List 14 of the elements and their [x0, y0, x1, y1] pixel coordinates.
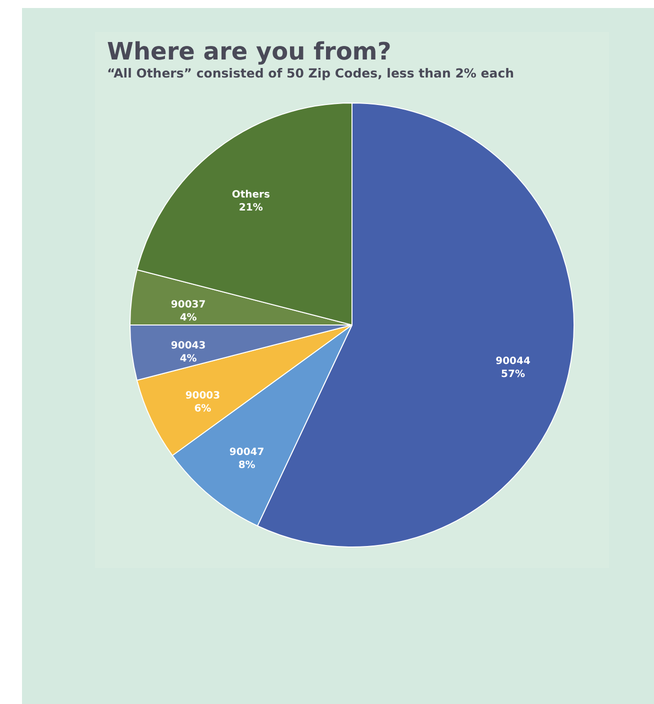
- data-label: 4%: [180, 354, 197, 365]
- slice-label: 90044: [496, 356, 530, 367]
- data-label: 4%: [180, 312, 197, 324]
- slice-label: 90043: [170, 340, 206, 352]
- data-label: 57%: [501, 368, 525, 380]
- slice-label: 90037: [170, 299, 206, 310]
- slice-label: Others: [232, 190, 270, 201]
- chart-subtitle: “All Others” consisted of 50 Zip Codes, less than 2% each: [107, 66, 514, 80]
- data-label: 8%: [238, 460, 256, 472]
- data-label: 6%: [194, 403, 212, 414]
- slice-label: 90003: [185, 390, 220, 402]
- chart-title: Where are you from?: [107, 38, 392, 66]
- slice-label: 90047: [229, 447, 264, 458]
- data-label: 21%: [238, 202, 263, 214]
